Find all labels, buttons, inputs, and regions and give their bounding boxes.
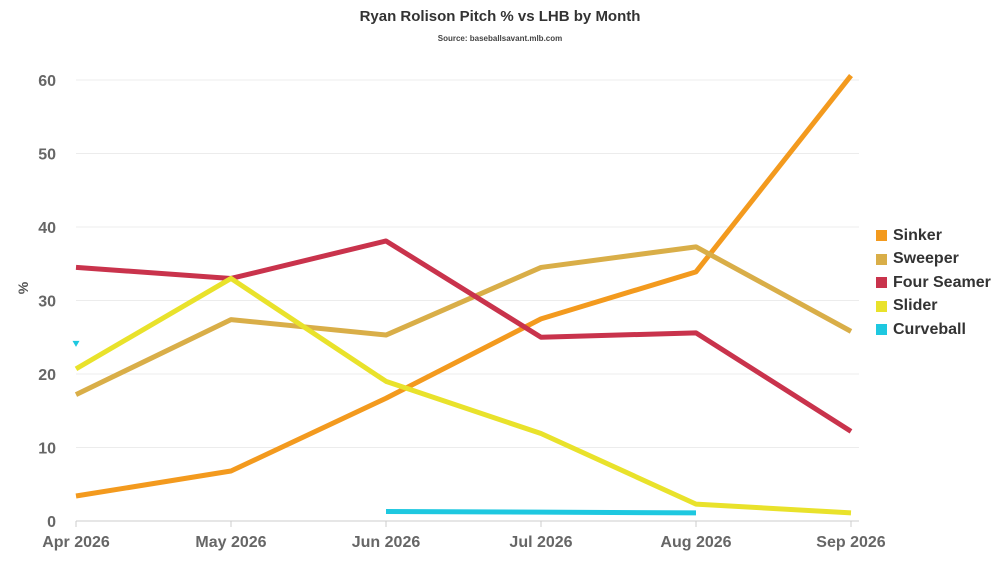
series-four-seamer bbox=[75, 238, 853, 434]
legend-label: Curveball bbox=[893, 320, 966, 338]
series-sweeper bbox=[74, 244, 853, 397]
legend-label: Slider bbox=[893, 297, 938, 315]
chart-subtitle: Source: baseballsavant.mlb.com bbox=[437, 34, 563, 43]
chart-legend: Sinker Sweeper Four Seamer Slider Curveball bbox=[876, 224, 991, 342]
legend-label: Sinker bbox=[893, 226, 942, 244]
series-line-sweeper bbox=[74, 244, 853, 397]
x-tick-label: Aug 2026 bbox=[660, 534, 731, 551]
legend-item-sweeper: Sweeper bbox=[876, 248, 991, 272]
x-tick-label: Sep 2026 bbox=[816, 534, 885, 551]
legend-swatch bbox=[876, 230, 887, 242]
y-tick-label: 30 bbox=[38, 294, 56, 311]
legend-swatch bbox=[876, 253, 887, 265]
y-tick-label: 20 bbox=[38, 367, 56, 384]
y-tick-label: 40 bbox=[38, 220, 56, 237]
legend-label: Four Seamer bbox=[893, 273, 991, 291]
series-line-four-seamer bbox=[75, 238, 853, 434]
x-tick-label: Jun 2026 bbox=[352, 534, 421, 551]
series-line-sinker bbox=[75, 74, 853, 499]
x-tick-label: Apr 2026 bbox=[42, 534, 110, 551]
y-tick-label: 10 bbox=[38, 441, 56, 458]
x-tick-label: May 2026 bbox=[195, 534, 266, 551]
series-slider bbox=[74, 275, 852, 516]
y-tick-label: 50 bbox=[38, 147, 56, 164]
legend-item-four-seamer: Four Seamer bbox=[876, 271, 991, 295]
legend-item-curveball: Curveball bbox=[876, 318, 991, 342]
legend-item-sinker: Sinker bbox=[876, 224, 991, 248]
series-point-curveball bbox=[72, 340, 80, 347]
legend-swatch bbox=[876, 300, 887, 312]
chart-title: Ryan Rolison Pitch % vs LHB by Month bbox=[359, 8, 641, 25]
series-sinker bbox=[75, 74, 853, 499]
legend-label: Sweeper bbox=[893, 250, 959, 268]
legend-swatch bbox=[876, 324, 887, 336]
y-tick-label: 60 bbox=[38, 73, 56, 90]
legend-swatch bbox=[876, 277, 887, 289]
x-tick-label: Jul 2026 bbox=[509, 534, 572, 551]
y-tick-label: 0 bbox=[47, 514, 56, 531]
y-axis-label: % bbox=[15, 281, 31, 294]
legend-item-slider: Slider bbox=[876, 295, 991, 319]
series-line-slider bbox=[74, 275, 852, 516]
series-line-curveball bbox=[385, 508, 697, 516]
series-curveball bbox=[72, 340, 697, 516]
